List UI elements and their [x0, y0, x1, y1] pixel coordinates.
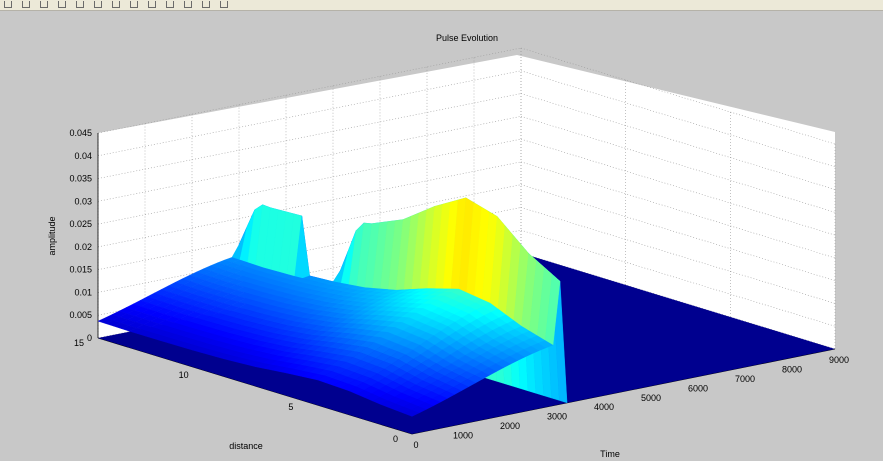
x-tick-label: 1000	[453, 431, 473, 441]
colorbar-icon[interactable]	[184, 1, 192, 8]
figure-toolbar	[0, 0, 883, 11]
z-tick-label: 0	[87, 333, 92, 343]
x-tick-label: 2000	[500, 421, 520, 431]
grid-line-z-right	[520, 229, 836, 327]
select-arrow-icon[interactable]	[76, 1, 84, 8]
x-tick-label: 8000	[782, 364, 802, 374]
z-tick-label: 0.04	[74, 151, 92, 161]
hide-plot-tools-icon[interactable]	[220, 1, 228, 8]
open-file-icon[interactable]	[22, 1, 30, 8]
z-tick-label: 0.01	[74, 287, 92, 297]
surface-patch	[403, 409, 420, 417]
x-tick-label: 0	[413, 440, 418, 450]
grid-line-z-right	[520, 161, 836, 259]
y-axis-label: distance	[229, 441, 263, 451]
z-tick-label: 0.035	[69, 174, 92, 184]
data-cursor-icon[interactable]	[166, 1, 174, 8]
save-icon[interactable]	[40, 1, 48, 8]
x-tick-label: 4000	[594, 402, 614, 412]
tick-labels: 0 1000 2000 3000 4000 5000 6000 7000 8000 9000 0 5 1…	[69, 128, 849, 450]
pan-icon[interactable]	[130, 1, 138, 8]
z-tick-label: 0.025	[69, 219, 92, 229]
surface-plot[interactable]: 0 1000 2000 3000 4000 5000 6000 7000 8000 9000 0 5 1…	[0, 11, 883, 461]
new-figure-icon[interactable]	[4, 1, 12, 8]
y-tick-label: 5	[288, 402, 293, 412]
grid-line-z-right	[520, 184, 836, 281]
x-tick-label: 7000	[735, 374, 755, 384]
x-axis-label: Time	[600, 449, 620, 459]
y-tick-label: 15	[74, 338, 84, 348]
grid-line-z-right	[520, 116, 836, 213]
y-tick-label: 10	[179, 370, 189, 380]
z-axis-label: amplitude	[47, 216, 57, 255]
pulse-surface	[97, 197, 835, 434]
rotate-3d-icon[interactable]	[148, 1, 156, 8]
z-tick-label: 0.02	[74, 242, 92, 252]
z-tick-label: 0.03	[74, 196, 92, 206]
x-tick-label: 3000	[547, 412, 567, 422]
x-tick-label: 9000	[829, 355, 849, 365]
grid-line-z-right	[520, 138, 836, 236]
grid-line-z-right	[520, 93, 836, 190]
chart-title: Pulse Evolution	[436, 33, 498, 43]
print-icon[interactable]	[58, 1, 66, 8]
x-tick-label: 5000	[641, 393, 661, 403]
z-tick-label: 0.045	[69, 128, 92, 138]
zoom-in-icon[interactable]	[94, 1, 102, 8]
grid-line-z-right	[520, 47, 836, 145]
z-tick-label: 0.005	[69, 310, 92, 320]
grid-line-z-right	[520, 207, 836, 304]
zoom-out-icon[interactable]	[112, 1, 120, 8]
x-tick-label: 6000	[688, 383, 708, 393]
grid-line-z-right	[520, 70, 836, 168]
axes-back-wall-right	[517, 55, 835, 349]
legend-icon[interactable]	[202, 1, 210, 8]
y-tick-label: 0	[393, 434, 398, 444]
z-tick-label: 0.015	[69, 265, 92, 275]
